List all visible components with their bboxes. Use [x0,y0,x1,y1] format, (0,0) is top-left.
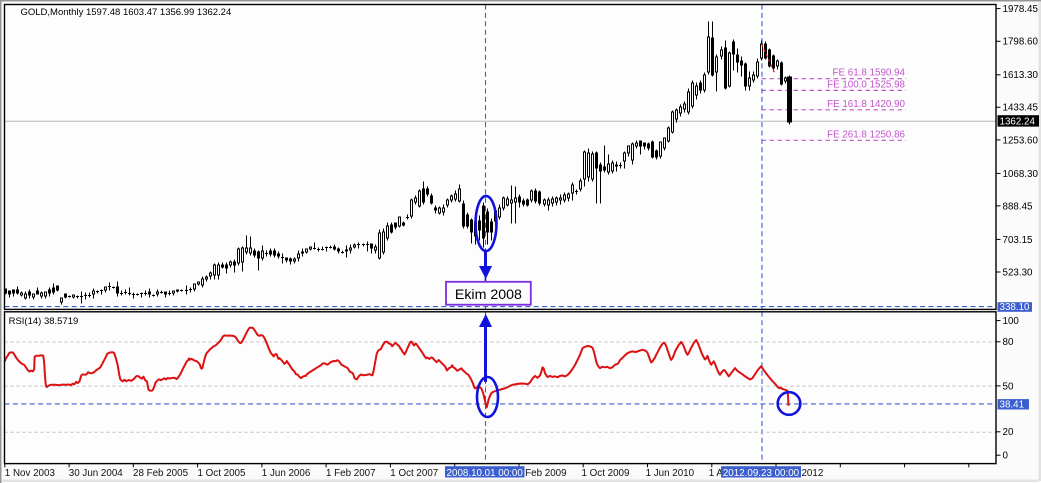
svg-text:0: 0 [1003,451,1009,462]
svg-text:1 Oct 2007: 1 Oct 2007 [390,468,438,479]
svg-text:523.30: 523.30 [1003,267,1034,278]
svg-text:100: 100 [1003,316,1020,327]
svg-text:FE 100.0 1525.98: FE 100.0 1525.98 [827,80,905,91]
svg-text:38.41: 38.41 [1000,400,1025,411]
svg-text:2008.10.01 00:00: 2008.10.01 00:00 [447,468,524,479]
svg-text:888.45: 888.45 [1003,201,1034,212]
svg-text:1 Jun 2006: 1 Jun 2006 [262,468,311,479]
svg-text:1978.45: 1978.45 [1003,4,1039,15]
svg-text:338.10: 338.10 [1000,302,1031,313]
svg-text:1 Feb 2009: 1 Feb 2009 [517,468,567,479]
svg-text:1362.24: 1362.24 [1000,116,1036,127]
svg-text:1068.30: 1068.30 [1003,169,1039,180]
svg-text:FE 261.8 1250.86: FE 261.8 1250.86 [827,129,905,140]
svg-text:1 Nov 2003: 1 Nov 2003 [5,468,56,479]
svg-text:1253.60: 1253.60 [1003,135,1039,146]
svg-text:Ekim 2008: Ekim 2008 [455,287,522,303]
svg-text:1613.30: 1613.30 [1003,70,1039,81]
svg-text:2012.09.23 00:00: 2012.09.23 00:00 [723,468,800,479]
svg-text:1 Feb 2007: 1 Feb 2007 [326,468,376,479]
svg-text:RSI(14) 38.5719: RSI(14) 38.5719 [9,316,79,327]
svg-text:50: 50 [1003,381,1014,392]
svg-text:80: 80 [1003,337,1014,348]
svg-text:FE 161.8 1420.90: FE 161.8 1420.90 [827,99,905,110]
svg-text:20: 20 [1003,427,1014,438]
svg-text:1 Jun 2010: 1 Jun 2010 [646,468,695,479]
svg-text:1 Oct 2009: 1 Oct 2009 [582,468,630,479]
svg-text:1433.45: 1433.45 [1003,103,1039,114]
svg-text:FE 61.8 1590.94: FE 61.8 1590.94 [833,68,906,79]
svg-text:1 Oct 2005: 1 Oct 2005 [198,468,246,479]
svg-text:28 Feb 2005: 28 Feb 2005 [133,468,189,479]
svg-text:1798.60: 1798.60 [1003,37,1039,48]
svg-text:30 Jun 2004: 30 Jun 2004 [69,468,123,479]
svg-text:GOLD,Monthly 1597.48 1603.47: GOLD,Monthly 1597.48 1603.47 1356.99 136… [21,7,232,18]
svg-text:703.15: 703.15 [1003,235,1034,246]
